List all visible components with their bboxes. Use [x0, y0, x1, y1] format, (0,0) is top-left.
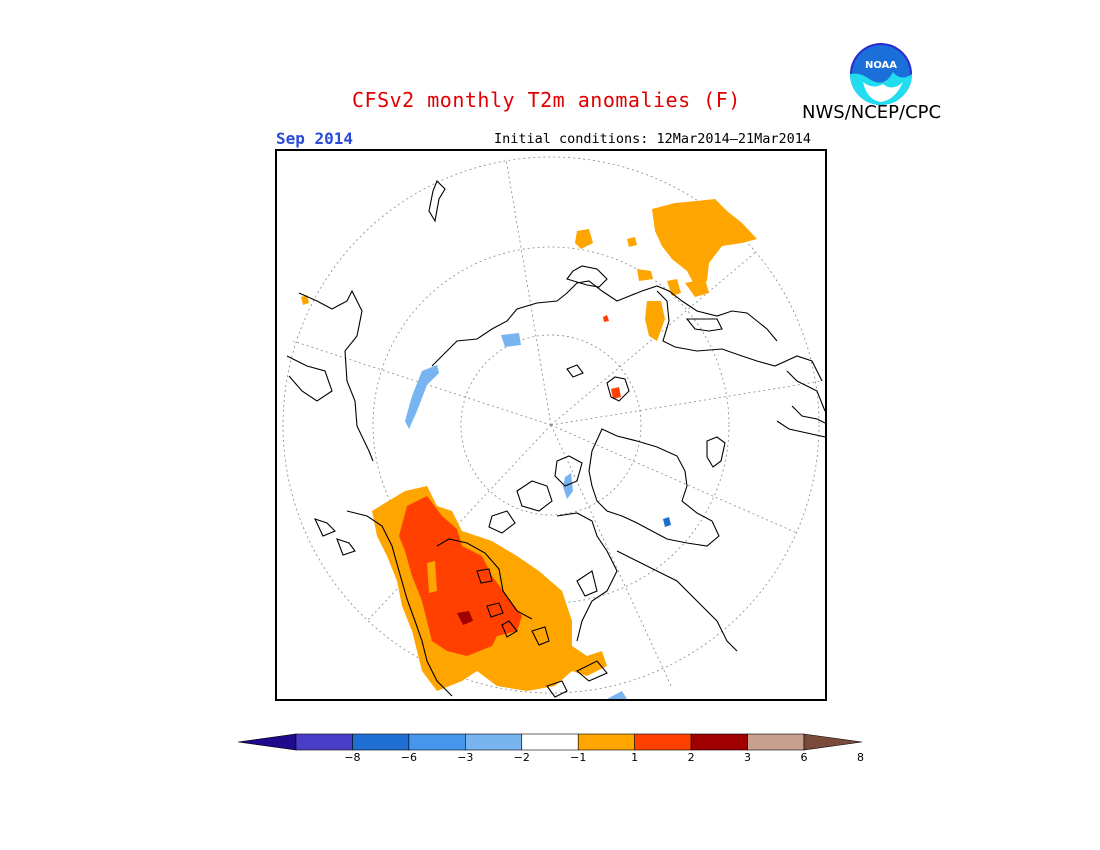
anomaly-cold — [301, 295, 671, 699]
anomaly-north-america — [372, 486, 607, 691]
initial-conditions: Initial conditions: 12Mar2014–21Mar2014 — [494, 131, 811, 147]
colorbar-labels: −8 −6 −3 −2 −1 1 2 3 6 8 — [238, 751, 864, 769]
anomaly-1-to-2-northeast-siberia — [652, 199, 757, 286]
polar-map-svg — [282, 156, 825, 699]
noaa-logo-icon: NOAA — [850, 43, 912, 105]
colorbar-tick-label: 8 — [856, 751, 864, 764]
colorbar-tick-label: 2 — [687, 751, 695, 764]
colorbar-tick-label: −3 — [457, 751, 474, 764]
colorbar-end-high — [803, 733, 863, 751]
noaa-logo: NOAA — [849, 42, 913, 106]
colorbar-segment — [747, 733, 805, 751]
colorbar-tick-label: −8 — [344, 751, 361, 764]
anomaly-2-to-3-north-america — [399, 496, 522, 656]
svg-text:NOAA: NOAA — [865, 60, 897, 71]
colorbar-segment — [295, 733, 353, 751]
colorbar-end-low — [237, 733, 297, 751]
colorbar-segment — [577, 733, 635, 751]
colorbar — [237, 733, 863, 751]
colorbar-tick-label: −1 — [570, 751, 587, 764]
colorbar-segment — [465, 733, 523, 751]
colorbar-segment — [690, 733, 748, 751]
colorbar-tick-label: −2 — [513, 751, 530, 764]
chart-title: CFSv2 monthly T2m anomalies (F) — [352, 88, 741, 112]
colorbar-segment — [352, 733, 410, 751]
polar-map — [275, 149, 827, 701]
coastlines — [286, 180, 825, 698]
colorbar-tick-label: 1 — [631, 751, 639, 764]
colorbar-segment — [634, 733, 692, 751]
anomaly-siberia — [575, 199, 757, 399]
anomaly-minus-1-baffin — [405, 365, 439, 429]
colorbar-segment — [408, 733, 466, 751]
colorbar-tick-label: 3 — [744, 751, 752, 764]
colorbar-tick-label: −6 — [400, 751, 417, 764]
colorbar-tick-label: 6 — [800, 751, 808, 764]
forecast-month: Sep 2014 — [276, 129, 354, 148]
colorbar-svg — [237, 733, 863, 751]
colorbar-segment — [521, 733, 579, 751]
anomaly-3-to-6-north-america — [457, 611, 473, 625]
agency-label: NWS/NCEP/CPC — [802, 102, 942, 123]
